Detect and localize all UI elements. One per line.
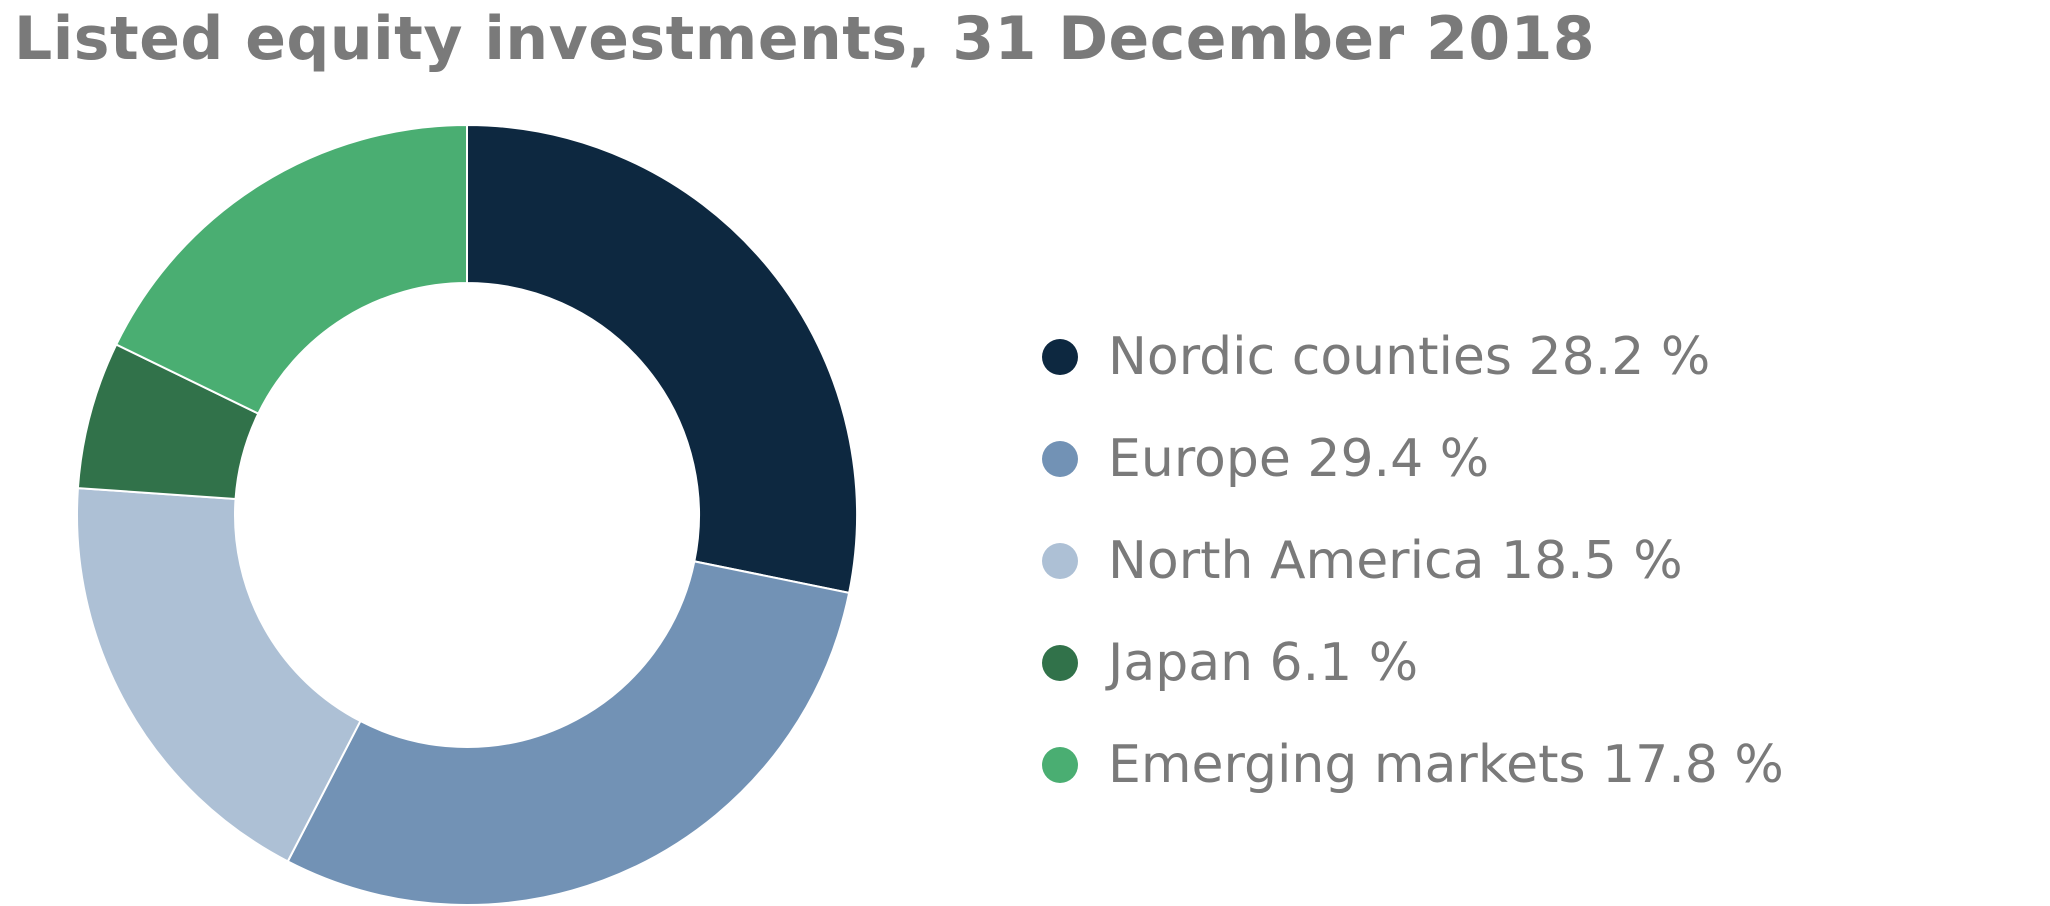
legend-label-nordic: Nordic counties 28.2 % bbox=[1108, 327, 1711, 387]
chart-title: Listed equity investments, 31 December 2… bbox=[14, 4, 1596, 74]
legend-swatch-nordic bbox=[1042, 339, 1078, 375]
donut-slice-europe bbox=[286, 560, 851, 906]
legend-label-emerging-markets: Emerging markets 17.8 % bbox=[1108, 735, 1784, 795]
legend-label-japan: Japan 6.1 % bbox=[1108, 633, 1419, 693]
legend-swatch-emerging-markets bbox=[1042, 747, 1078, 783]
legend-item-emerging-markets: Emerging markets 17.8 % bbox=[1042, 714, 1784, 816]
legend-swatch-japan bbox=[1042, 645, 1078, 681]
legend-swatch-north-america bbox=[1042, 543, 1078, 579]
legend-label-europe: Europe 29.4 % bbox=[1108, 429, 1490, 489]
legend-item-europe: Europe 29.4 % bbox=[1042, 408, 1784, 510]
legend-item-north-america: North America 18.5 % bbox=[1042, 510, 1784, 612]
donut-chart bbox=[76, 123, 858, 906]
legend-item-nordic: Nordic counties 28.2 % bbox=[1042, 306, 1784, 408]
donut-slice-north-america bbox=[76, 487, 362, 863]
legend-swatch-europe bbox=[1042, 441, 1078, 477]
legend-item-japan: Japan 6.1 % bbox=[1042, 612, 1784, 714]
legend: Nordic counties 28.2 % Europe 29.4 % Nor… bbox=[1042, 306, 1784, 816]
donut-slice-emerging-markets bbox=[114, 123, 468, 415]
donut-slice-nordic bbox=[466, 123, 858, 595]
legend-label-north-america: North America 18.5 % bbox=[1108, 531, 1683, 591]
